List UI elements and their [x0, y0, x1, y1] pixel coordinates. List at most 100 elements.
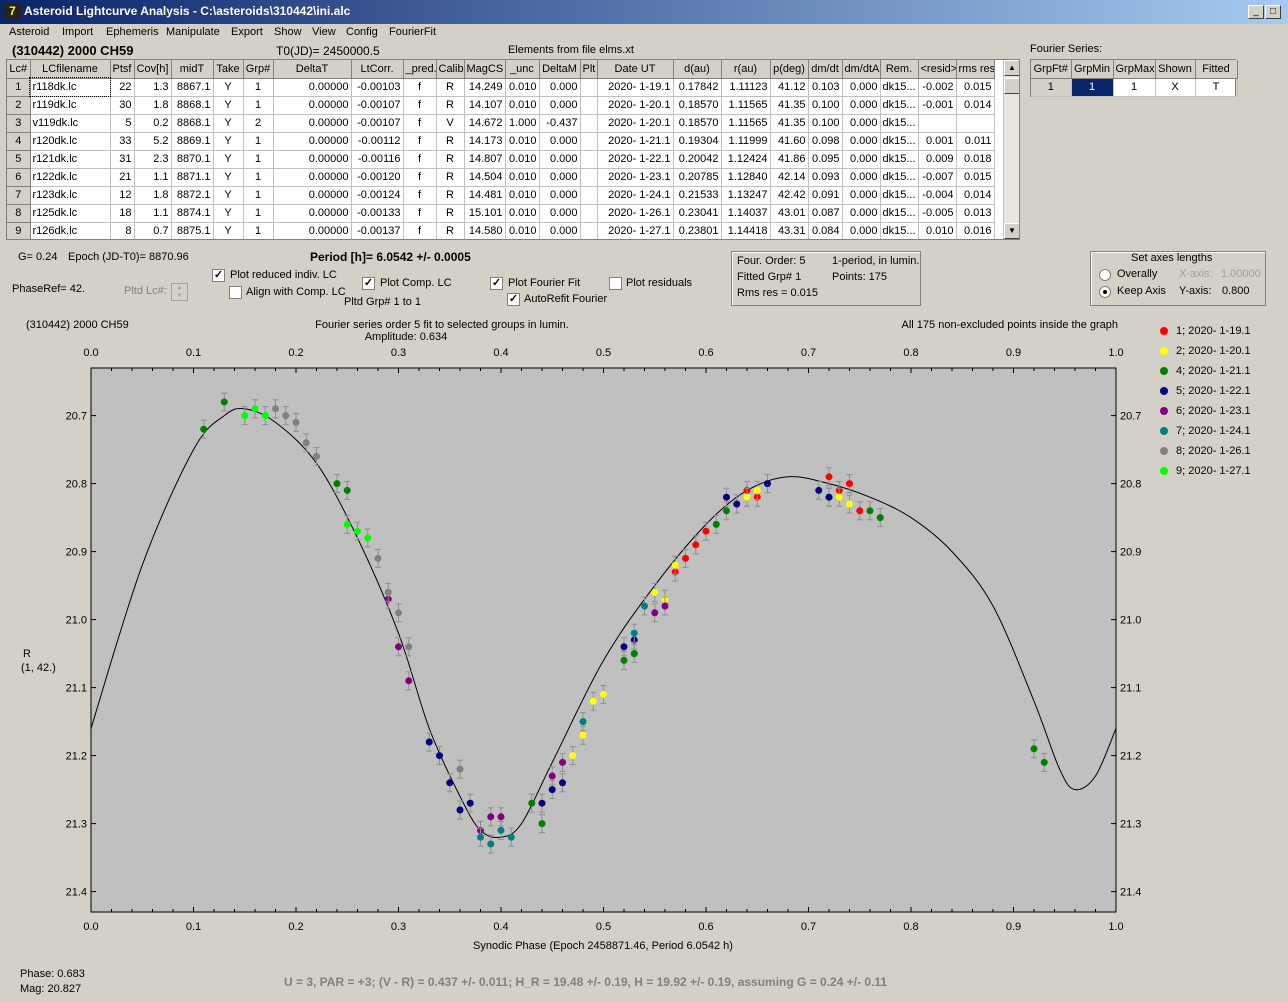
column-header[interactable]: DeltaM	[539, 60, 581, 79]
fourier-cell[interactable]: 1	[1071, 78, 1114, 97]
column-header[interactable]: p(deg)	[770, 60, 809, 79]
table-cell[interactable]: 31	[110, 150, 135, 169]
table-cell[interactable]: 0.010	[918, 222, 957, 239]
table-cell[interactable]: 0.000	[842, 78, 881, 97]
table-cell[interactable]: R	[436, 204, 465, 223]
table-cell[interactable]: 2	[7, 96, 31, 115]
table-cell[interactable]	[580, 168, 598, 187]
table-cell[interactable]: 41.35	[770, 114, 809, 133]
table-cell[interactable]: 0.000	[539, 78, 581, 97]
column-header[interactable]: Lc#	[7, 60, 31, 79]
table-cell[interactable]: r119dk.lc	[30, 96, 111, 115]
table-cell[interactable]: 0.00000	[273, 222, 352, 239]
table-cell[interactable]: dk15...	[880, 168, 919, 187]
table-cell[interactable]	[580, 96, 598, 115]
table-cell[interactable]: 1.1	[134, 168, 172, 187]
table-cell[interactable]: R	[436, 186, 465, 205]
table-cell[interactable]: 1.11999	[721, 132, 771, 151]
table-cell[interactable]: 9	[7, 222, 31, 239]
table-cell[interactable]: -0.00120	[351, 168, 404, 187]
table-cell[interactable]: dk15...	[880, 132, 919, 151]
table-cell[interactable]: dk15...	[880, 114, 919, 133]
table-cell[interactable]: 0.00000	[273, 114, 352, 133]
plot-residuals-checkbox[interactable]	[609, 277, 622, 290]
table-cell[interactable]: 0.00000	[273, 186, 352, 205]
table-cell[interactable]: 42.14	[770, 168, 809, 187]
scroll-down-icon[interactable]: ▼	[1004, 223, 1019, 239]
table-cell[interactable]: 2020- 1-20.1	[597, 96, 674, 115]
fourier-column-header[interactable]: GrpMin	[1071, 60, 1114, 79]
table-cell[interactable]: 1	[243, 78, 274, 97]
table-row[interactable]: 2 r119dk.lc 30 1.8 8868.1 Y 1 0.00000 -0.00107 f R…	[7, 96, 995, 115]
table-cell[interactable]: 8872.1	[171, 186, 214, 205]
table-cell[interactable]: R	[436, 150, 465, 169]
column-header[interactable]: Plt	[580, 60, 598, 79]
table-cell[interactable]: 0.010	[505, 96, 540, 115]
table-cell[interactable]: 0.18570	[673, 96, 722, 115]
table-cell[interactable]: 12	[110, 186, 135, 205]
table-cell[interactable]: 14.173	[464, 132, 506, 151]
table-cell[interactable]: Y	[213, 168, 244, 187]
table-cell[interactable]: 2020- 1-24.1	[597, 186, 674, 205]
table-cell[interactable]: 2020- 1-20.1	[597, 114, 674, 133]
table-cell[interactable]: -0.007	[918, 168, 957, 187]
table-cell[interactable]: -0.001	[918, 96, 957, 115]
menu-export[interactable]: Export	[231, 26, 263, 38]
lightcurve-plot[interactable]: 0.0 0.0 0.1 0.1 0.2 0.2 0.3 0.3 0.4 0.4 0.5 0.5 0.6 0…	[18, 313, 1268, 965]
plot-fourier-checkbox[interactable]: ✓	[490, 277, 503, 290]
table-cell[interactable]: 0.095	[808, 150, 843, 169]
menu-view[interactable]: View	[312, 26, 336, 38]
table-cell[interactable]: 8874.1	[171, 204, 214, 223]
table-cell[interactable]: 1.13247	[721, 186, 771, 205]
table-cell[interactable]: f	[403, 168, 437, 187]
table-cell[interactable]: -0.00107	[351, 114, 404, 133]
column-header[interactable]: midT	[171, 60, 214, 79]
table-cell[interactable]: v119dk.lc	[30, 114, 111, 133]
table-cell[interactable]: 1	[243, 168, 274, 187]
table-cell[interactable]: 0.20785	[673, 168, 722, 187]
table-cell[interactable]: 0.000	[842, 114, 881, 133]
table-cell[interactable]	[580, 78, 598, 97]
table-cell[interactable]: 1	[243, 132, 274, 151]
table-cell[interactable]: 2020- 1-22.1	[597, 150, 674, 169]
table-cell[interactable]: 1.11565	[721, 96, 771, 115]
lightcurve-table[interactable]: Lc# LCfilename Ptsf Cov[h] midT Take Grp# Delta…	[6, 59, 1020, 240]
table-cell[interactable]: 0.19304	[673, 132, 722, 151]
yaxis-input[interactable]: 0.800	[1222, 285, 1250, 297]
fourier-column-header[interactable]: GrpMax	[1113, 60, 1156, 79]
table-cell[interactable]: 8871.1	[171, 168, 214, 187]
table-cell[interactable]: r125dk.lc	[30, 204, 111, 223]
table-cell[interactable]: 1.1	[134, 204, 172, 223]
table-cell[interactable]: dk15...	[880, 96, 919, 115]
table-cell[interactable]: 0.087	[808, 204, 843, 223]
table-cell[interactable]: 1	[243, 186, 274, 205]
table-cell[interactable]: 18	[110, 204, 135, 223]
table-cell[interactable]: -0.00133	[351, 204, 404, 223]
table-row[interactable]: 3 v119dk.lc 5 0.2 8868.1 Y 2 0.00000 -0.00107 f V 1…	[7, 114, 995, 133]
table-cell[interactable]: 0.23801	[673, 222, 722, 239]
column-header[interactable]: r(au)	[721, 60, 771, 79]
table-cell[interactable]: 1	[7, 78, 31, 97]
scroll-thumb[interactable]	[1004, 78, 1019, 94]
table-cell[interactable]: 8	[110, 222, 135, 239]
autorefit-checkbox[interactable]: ✓	[507, 293, 520, 306]
table-cell[interactable]: Y	[213, 114, 244, 133]
table-cell[interactable]: 0.00000	[273, 204, 352, 223]
table-cell[interactable]: Y	[213, 96, 244, 115]
table-cell[interactable]: 0.016	[956, 222, 995, 239]
table-cell[interactable]: 14.107	[464, 96, 506, 115]
table-cell[interactable]: -0.00116	[351, 150, 404, 169]
table-cell[interactable]: 1	[243, 96, 274, 115]
column-header[interactable]: Grp#	[243, 60, 274, 79]
table-cell[interactable]: 8875.1	[171, 222, 214, 239]
menu-fourierfit[interactable]: FourierFit	[389, 26, 437, 38]
table-cell[interactable]: 1	[243, 222, 274, 239]
menu-asteroid[interactable]: Asteroid	[9, 26, 50, 38]
table-cell[interactable]: f	[403, 78, 437, 97]
table-cell[interactable]: 8867.1	[171, 78, 214, 97]
column-header[interactable]: rms res	[956, 60, 995, 79]
table-cell[interactable]: 0.000	[842, 132, 881, 151]
table-cell[interactable]	[580, 150, 598, 169]
table-cell[interactable]: Y	[213, 204, 244, 223]
table-cell[interactable]: -0.005	[918, 204, 957, 223]
